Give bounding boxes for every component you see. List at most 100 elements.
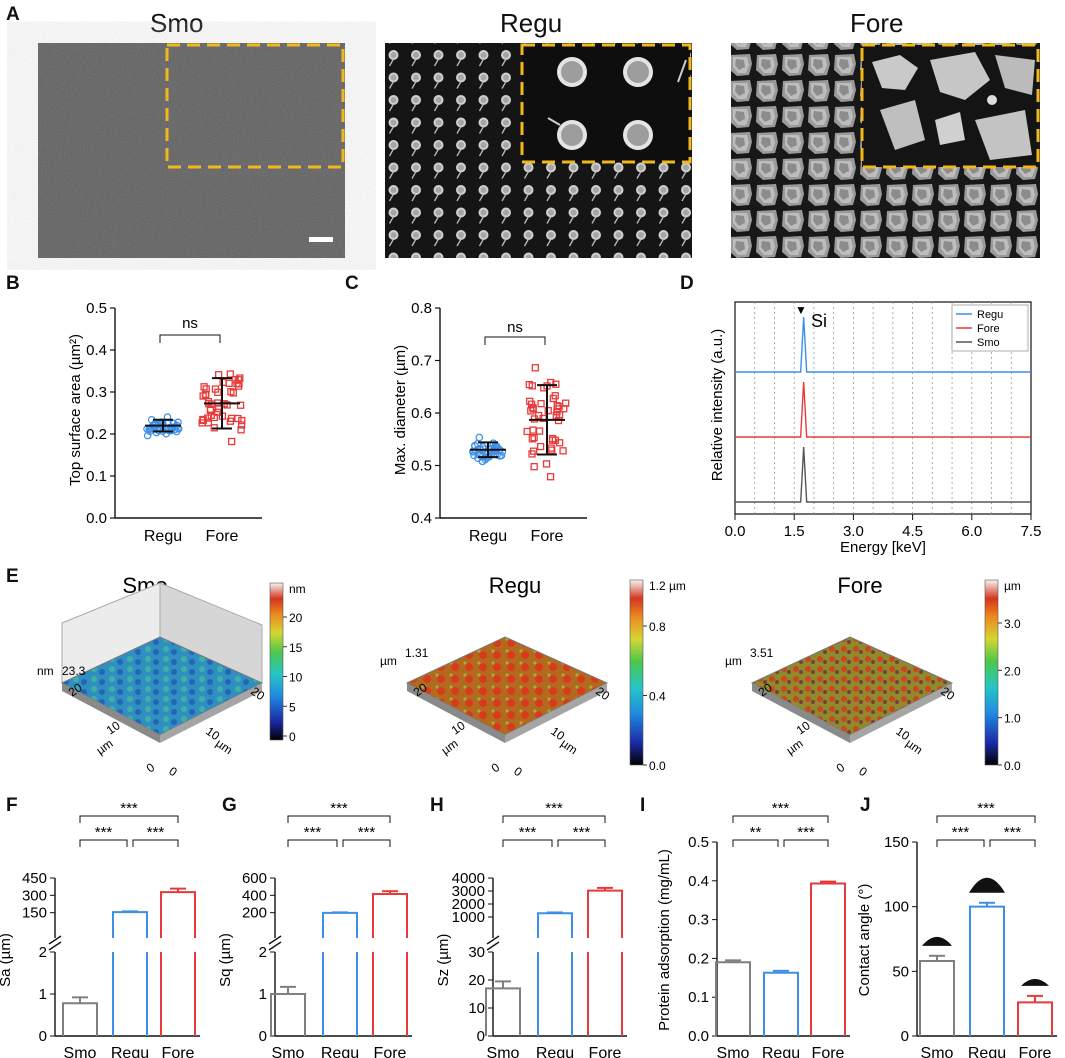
sig-label: *** [772, 800, 790, 817]
panel-label-i: I [640, 795, 646, 816]
data-point [234, 414, 242, 423]
z-max: 3.51 [750, 646, 774, 660]
y-tick-label: 0.7 [411, 353, 432, 370]
sig-label: ns [507, 319, 523, 336]
x-label-smo: Smo [921, 1045, 954, 1058]
colorbar [629, 579, 644, 766]
data-point [547, 444, 555, 452]
data-point [226, 417, 235, 425]
x-label-regu: Regu [968, 1045, 1006, 1058]
data-point [237, 426, 245, 434]
sig-label: ** [750, 824, 762, 841]
colorbar-tick: 0 [289, 730, 296, 744]
y-tick-label: 150 [884, 834, 909, 851]
sig-bracket [557, 839, 606, 847]
colorbar-tick: 1.0 [1004, 712, 1021, 726]
y-axis-title: Protein adsorption (mg/mL) [656, 849, 673, 1031]
y-tick-label: 1 [259, 986, 267, 1003]
y-tick-label: 0.4 [86, 342, 107, 359]
data-point [238, 416, 246, 425]
data-point [473, 439, 482, 448]
y-tick-label: 0 [259, 1028, 267, 1045]
y-tick-label: 1 [39, 986, 47, 1003]
y-tick-label: 0 [477, 1028, 485, 1045]
data-point [211, 385, 220, 393]
data-point [210, 413, 219, 422]
y-tick-label: 0 [901, 1028, 909, 1045]
sig-bracket [79, 815, 179, 823]
axis-unit: µm [94, 736, 116, 757]
bar-regu [763, 971, 799, 1036]
data-point [227, 388, 235, 396]
data-point [206, 405, 215, 413]
sig-bracket [732, 815, 829, 823]
data-point [528, 450, 536, 458]
x-tick-label: 3.0 [843, 523, 864, 540]
peak-marker: ▼ [795, 303, 807, 317]
x-label-fore: Fore [162, 1045, 195, 1058]
data-point [548, 446, 556, 454]
y-tick-label: 200 [242, 905, 267, 922]
data-point [551, 436, 559, 444]
colorbar [269, 582, 284, 741]
x-axis-title: Energy [keV] [840, 539, 926, 556]
y-tick-label: 100 [884, 899, 909, 916]
z-max: 23.3 [62, 664, 86, 678]
chart-c: Max. diameter (µm) 0.4 0.5 0.6 0.7 0.8 ns Re… [392, 300, 587, 545]
z-unit: nm [37, 664, 54, 678]
bar-smo [919, 959, 955, 1036]
bar-smo [715, 961, 751, 1036]
data-point [202, 391, 210, 399]
data-point [535, 427, 544, 435]
sig-label: *** [952, 824, 970, 841]
data-point [236, 401, 245, 409]
spectra [735, 316, 1031, 503]
y-tick-label: 0.4 [688, 873, 709, 890]
y-tick-label: 300 [22, 887, 47, 904]
data-point [233, 379, 241, 388]
data-point [228, 437, 236, 446]
x-label-fore: Fore [812, 1045, 845, 1058]
data-point [482, 454, 491, 462]
panel-label-b: B [6, 273, 20, 294]
legend-fore: Fore [977, 323, 1000, 335]
colorbar-tick: 20 [289, 611, 303, 625]
colorbar-tick: 10 [289, 671, 303, 685]
data-point [200, 383, 208, 391]
x-label-fore: Fore [531, 528, 564, 545]
sig-bracket [936, 839, 985, 847]
colorbar-tick: 15 [289, 641, 303, 655]
z-unit: µm [725, 654, 742, 668]
sig-bracket [132, 839, 179, 847]
panel-label-j: J [860, 795, 871, 816]
sig-bracket [79, 839, 128, 847]
sig-label: *** [304, 824, 322, 841]
data-point [474, 454, 482, 462]
data-point [528, 382, 536, 390]
y-tick-label: 450 [22, 870, 47, 887]
y-axis-title: Sz (µm) [435, 934, 452, 987]
sig-bracket [936, 815, 1036, 823]
axis-tick: 0 [834, 760, 848, 775]
y-tick-label: 0.5 [86, 300, 107, 317]
data-point [551, 392, 559, 400]
sig-label: *** [330, 800, 348, 817]
x-label-regu: Regu [321, 1045, 359, 1058]
chart-b: Top surface area (µm²) 0.00.10.20.30.40.… [67, 300, 262, 545]
data-point [528, 435, 537, 443]
axis-tick: 0 [166, 764, 180, 779]
data-point [546, 473, 555, 481]
colorbar-tick: 0.0 [649, 759, 666, 773]
y-tick-label: 3000 [452, 883, 485, 900]
y-tick-label: 0.3 [86, 384, 107, 401]
x-label-regu: Regu [762, 1045, 800, 1058]
colorbar-tick: 5 [289, 700, 296, 714]
sig-label: *** [95, 824, 113, 841]
axis-unit: µm [439, 736, 461, 757]
y-tick-label: 20 [468, 972, 485, 989]
data-point [225, 379, 233, 387]
data-point [529, 426, 537, 434]
data-point [523, 427, 531, 436]
